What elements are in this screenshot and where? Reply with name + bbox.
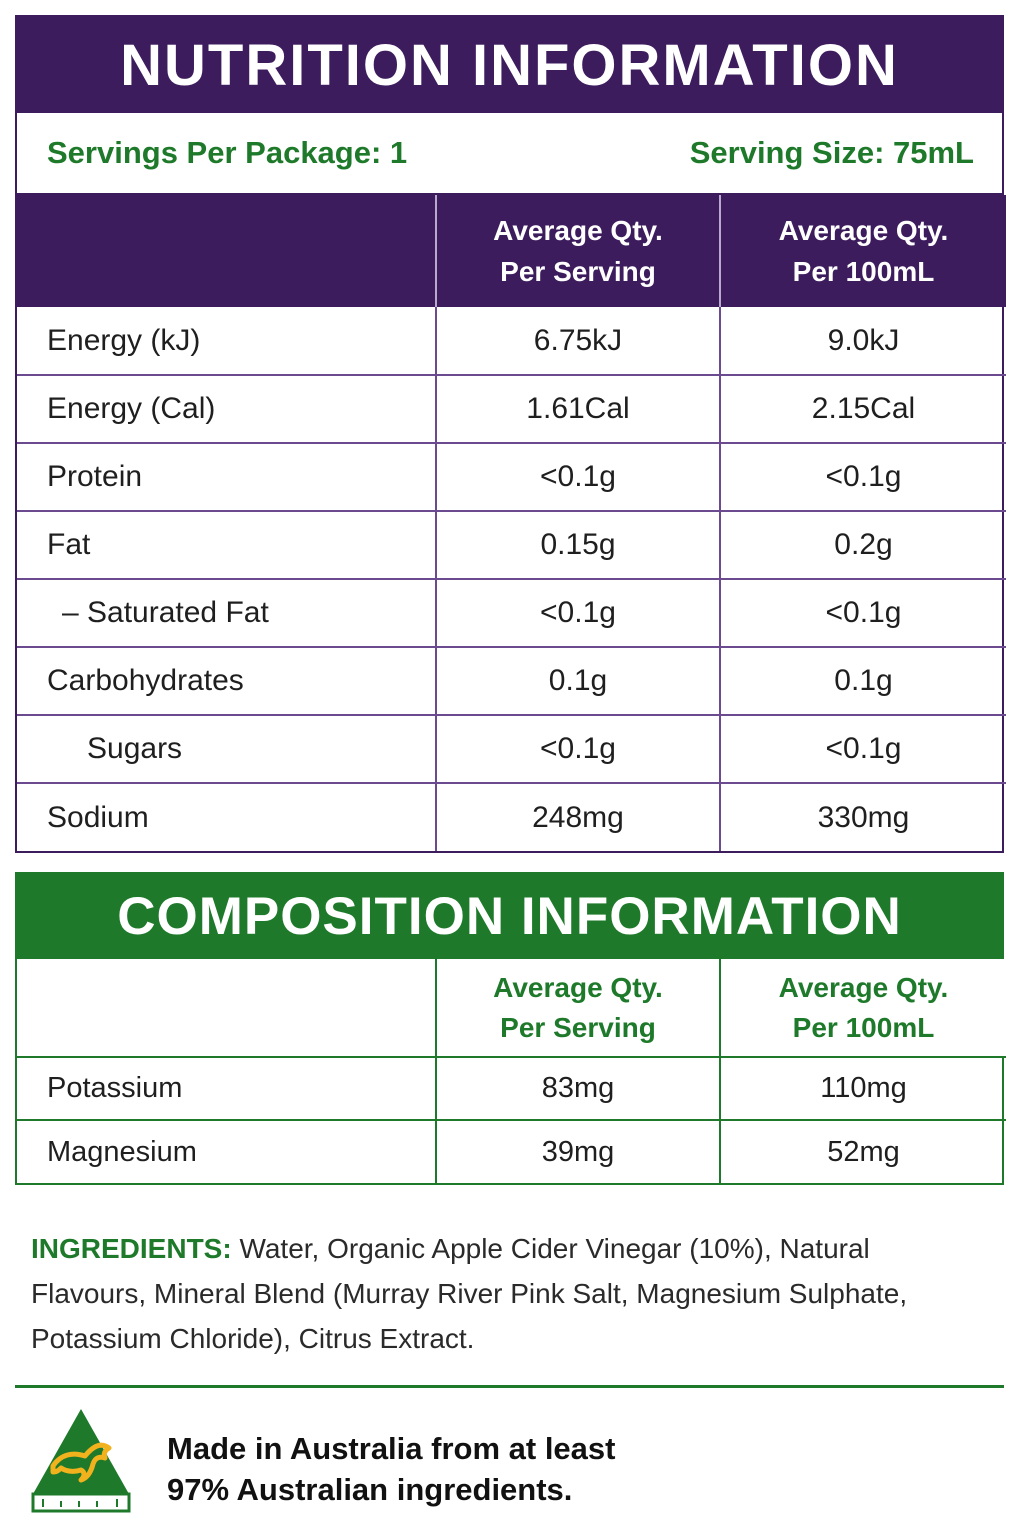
table-row: Protein <0.1g <0.1g [17,442,1006,511]
table-row: Sodium 248mg 330mg [17,782,1006,851]
per-100ml-value: 110mg [719,1056,1006,1120]
header-blank [17,195,436,307]
composition-table: Average Qty. Per Serving Average Qty. Pe… [17,959,1006,1183]
table-row: Energy (Cal) 1.61Cal 2.15Cal [17,374,1006,443]
nutrition-table: Average Qty. Per Serving Average Qty. Pe… [17,195,1006,851]
nutrition-panel: NUTRITION INFORMATION Servings Per Packa… [15,15,1006,853]
table-row: Potassium 83mg 110mg [17,1056,1006,1120]
composition-title: COMPOSITION INFORMATION [17,874,1002,959]
per-100ml-value: <0.1g [719,578,1006,647]
per-100ml-value: 9.0kJ [719,307,1006,375]
row-label: Sodium [17,782,436,851]
per-serving-value: 0.1g [435,646,720,715]
per-100ml-value: <0.1g [719,714,1006,783]
composition-header-row: Average Qty. Per Serving Average Qty. Pe… [17,959,1006,1057]
header-line: Average Qty. [778,215,949,246]
divider [15,1385,1004,1388]
ingredients-list: Water, Organic Apple Cider Vinegar (10%)… [31,1233,908,1354]
header-line: Per Serving [500,256,656,287]
per-serving-value: 248mg [435,782,720,851]
row-label: Carbohydrates [17,646,436,715]
per-serving-value: 6.75kJ [435,307,720,375]
row-label: Magnesium [17,1119,436,1183]
table-row: Sugars <0.1g <0.1g [17,714,1006,783]
origin-statement: Made in Australia from at least 97% Aust… [167,1428,615,1510]
per-serving-value: 39mg [435,1119,720,1183]
header-line: Average Qty. [493,215,663,246]
row-label: Fat [17,510,436,579]
per-serving-value: 0.15g [435,510,720,579]
header-per-serving: Average Qty. Per Serving [435,195,720,307]
origin-line-1: Made in Australia from at least [167,1431,616,1466]
row-label: Energy (Cal) [17,374,436,443]
table-row: Magnesium 39mg 52mg [17,1119,1006,1183]
row-label: Potassium [17,1056,436,1120]
composition-panel: COMPOSITION INFORMATION Average Qty. Per… [15,872,1006,1185]
per-serving-value: <0.1g [435,714,720,783]
header-per-100ml: Average Qty. Per 100mL [719,195,1006,307]
ingredients-label: INGREDIENTS: [31,1233,232,1264]
per-serving-value: <0.1g [435,442,720,511]
per-100ml-value: 330mg [719,782,1006,851]
table-row: – Saturated Fat <0.1g <0.1g [17,578,1006,647]
per-serving-value: <0.1g [435,578,720,647]
ingredients-text: INGREDIENTS: Water, Organic Apple Cider … [31,1226,991,1361]
table-row: Fat 0.15g 0.2g [17,510,1006,579]
nutrition-title: NUTRITION INFORMATION [17,17,1002,113]
header-line: Average Qty. [778,971,949,1003]
serving-info: Servings Per Package: 1 Serving Size: 75… [17,113,1002,195]
row-label: Protein [17,442,436,511]
per-serving-value: 83mg [435,1056,720,1120]
per-100ml-value: 0.2g [719,510,1006,579]
per-100ml-value: <0.1g [719,442,1006,511]
table-row: Energy (kJ) 6.75kJ 9.0kJ [17,307,1006,375]
row-label: Energy (kJ) [47,323,201,357]
header-line: Per 100mL [792,1011,935,1043]
nutrition-header-row: Average Qty. Per Serving Average Qty. Pe… [17,195,1006,307]
header-per-serving: Average Qty. Per Serving [435,959,720,1057]
per-100ml-value: 52mg [719,1119,1006,1183]
row-label: Sugars [17,714,436,783]
per-100ml-value: 2.15Cal [719,374,1006,443]
servings-per-package: Servings Per Package: 1 [47,135,408,170]
table-row: Carbohydrates 0.1g 0.1g [17,646,1006,715]
per-serving-value: 1.61Cal [435,374,720,443]
header-blank [17,959,436,1057]
header-line: Average Qty. [493,971,663,1003]
origin-line-2: 97% Australian ingredients. [167,1472,573,1507]
header-line: Per 100mL [792,256,935,287]
per-100ml-value: 0.1g [719,646,1006,715]
serving-size: Serving Size: 75mL [689,135,974,170]
header-per-100ml: Average Qty. Per 100mL [719,959,1006,1057]
header-line: Per Serving [500,1011,656,1043]
australian-made-kangaroo-icon [31,1409,131,1513]
row-label: – Saturated Fat [17,578,436,647]
